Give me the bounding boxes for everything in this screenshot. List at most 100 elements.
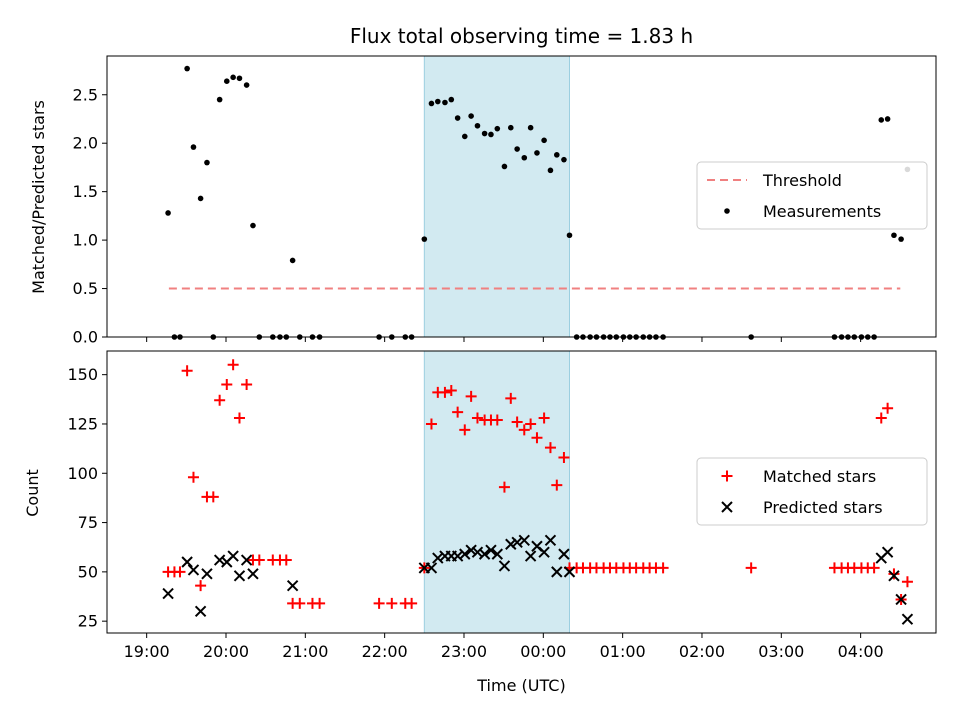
data-point: [204, 159, 210, 166]
data-point: [421, 236, 428, 242]
legend: Threshold Measurements: [696, 161, 928, 230]
data-point: [561, 156, 567, 163]
data-point: [451, 550, 464, 562]
data-point: [243, 82, 250, 88]
data-point: [294, 597, 306, 609]
data-point: [454, 115, 461, 121]
data-point: [201, 568, 213, 580]
data-point: [511, 536, 523, 548]
data-point: [498, 560, 511, 572]
x-tick-label: 23:00: [441, 642, 487, 661]
data-point: [439, 386, 451, 398]
data-point: [187, 471, 199, 483]
data-point: [432, 552, 444, 564]
shaded-observing-window: [423, 350, 570, 634]
data-point: [428, 100, 435, 107]
data-point: [406, 597, 418, 609]
data-point: [448, 96, 455, 103]
data-point: [558, 548, 570, 560]
legend-label: Threshold: [762, 171, 842, 190]
data-point: [563, 566, 576, 578]
data-point: [233, 412, 245, 424]
data-point: [895, 593, 907, 606]
y-tick-label: 2.0: [73, 134, 98, 153]
data-point: [518, 534, 530, 547]
y-tick-label: 0.5: [73, 279, 98, 298]
count-panel: 25 50 75 100 125 150 19:00 20:00 21:00 22:00 23:00…: [67, 350, 937, 661]
data-point: [657, 562, 669, 574]
x-axis-label: Time (UTC): [476, 676, 565, 695]
data-point: [280, 554, 292, 566]
data-point: [888, 570, 900, 582]
data-point: [491, 548, 504, 560]
data-point: [233, 570, 246, 582]
data-point: [525, 418, 537, 430]
data-point: [373, 597, 385, 609]
x-tick-label: 03:00: [758, 642, 804, 661]
data-point: [181, 365, 193, 377]
data-point: [888, 568, 900, 580]
x-tick-label: 19:00: [124, 642, 170, 661]
data-point: [745, 562, 757, 574]
data-point: [452, 406, 464, 418]
y-tick-label: 1.0: [73, 231, 98, 250]
data-point: [538, 412, 550, 424]
data-point: [478, 548, 491, 560]
legend-box: [696, 161, 928, 230]
shaded-observing-window: [423, 55, 570, 338]
data-point: [445, 384, 457, 396]
data-point: [174, 566, 186, 578]
legend-label: Matched stars: [763, 467, 876, 486]
data-point: [214, 394, 226, 406]
data-point: [241, 379, 253, 391]
y-tick-label: 100: [67, 464, 98, 483]
data-point: [442, 99, 448, 106]
data-point: [181, 556, 193, 568]
data-point: [505, 392, 517, 404]
y-tick-label: 1.5: [73, 182, 98, 201]
data-point: [544, 534, 557, 547]
data-point: [507, 124, 514, 131]
x-tick-label: 20:00: [203, 642, 249, 661]
data-point: [227, 550, 239, 562]
data-point: [881, 546, 894, 558]
data-point: [465, 390, 477, 402]
data-point: [494, 125, 501, 132]
legend-marker: [721, 501, 733, 513]
data-point: [195, 580, 207, 592]
data-point: [875, 412, 887, 424]
y-axis-label-count: Count: [23, 469, 42, 517]
data-point: [474, 122, 481, 129]
y-tick-label: 150: [67, 365, 98, 384]
data-point: [425, 418, 437, 430]
data-point: [227, 359, 239, 371]
x-tick-label: 00:00: [520, 642, 566, 661]
data-point: [501, 163, 508, 170]
legend-label: Measurements: [763, 202, 881, 221]
data-point: [221, 379, 233, 391]
data-point: [207, 491, 219, 503]
axes-frame: [106, 55, 937, 338]
legend: Matched stars Predicted stars: [696, 457, 928, 526]
data-point: [162, 587, 174, 600]
data-point: [165, 210, 171, 216]
data-point: [240, 554, 253, 566]
data-point: [884, 116, 891, 122]
data-point: [250, 222, 256, 229]
data-point: [538, 546, 550, 558]
data-point: [461, 133, 468, 140]
data-point: [425, 562, 438, 574]
data-point: [481, 130, 488, 137]
x-tick-label: 02:00: [679, 642, 725, 661]
data-point: [527, 124, 534, 131]
data-point: [459, 548, 471, 560]
data-point: [514, 146, 520, 152]
data-point: [544, 442, 556, 454]
data-point: [566, 232, 573, 239]
series-matched-stars: [162, 359, 913, 609]
y-tick-label: 125: [67, 414, 98, 433]
data-point: [518, 424, 530, 436]
data-point: [511, 416, 523, 428]
data-point: [547, 167, 554, 174]
